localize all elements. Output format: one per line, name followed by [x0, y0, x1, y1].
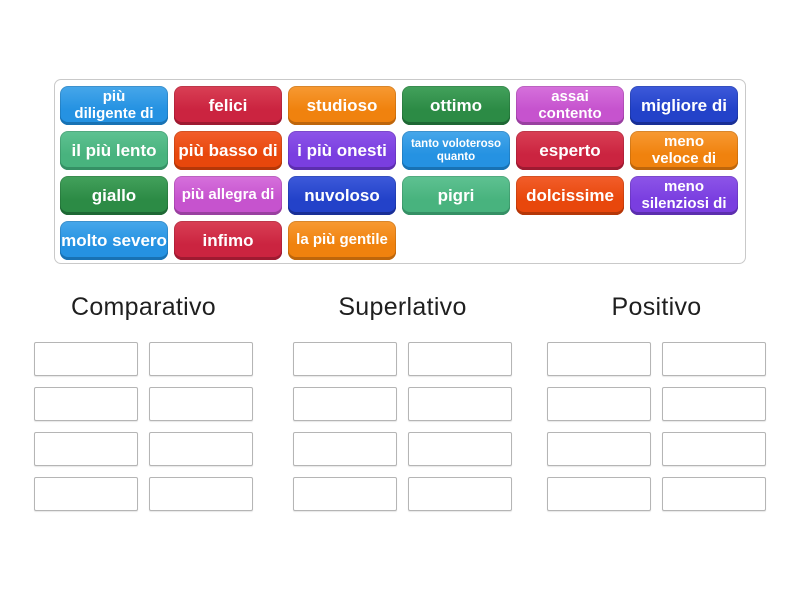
- slot-grid: [293, 342, 512, 511]
- word-bank-row: molto severo infimo la più gentile: [60, 221, 740, 260]
- word-tile[interactable]: i più onesti: [288, 131, 396, 170]
- word-bank-row: più diligente di felici studioso ottimo assa…: [60, 86, 740, 125]
- word-tile[interactable]: meno silenziosi di: [630, 176, 738, 215]
- word-tile[interactable]: felici: [174, 86, 282, 125]
- word-tile[interactable]: più allegra di: [174, 176, 282, 215]
- drop-slot[interactable]: [408, 477, 512, 511]
- word-bank-panel: più diligente di felici studioso ottimo assa…: [54, 79, 746, 264]
- drop-slot[interactable]: [149, 432, 253, 466]
- drop-slot[interactable]: [149, 387, 253, 421]
- drop-slot[interactable]: [408, 342, 512, 376]
- drop-slot[interactable]: [662, 342, 766, 376]
- word-tile[interactable]: molto severo: [60, 221, 168, 260]
- group-title: Superlativo: [338, 293, 467, 321]
- slot-grid: [34, 342, 253, 511]
- word-tile[interactable]: meno veloce di: [630, 131, 738, 170]
- drop-slot[interactable]: [34, 432, 138, 466]
- drop-slot[interactable]: [149, 342, 253, 376]
- drop-slot[interactable]: [34, 477, 138, 511]
- group-superlativo: Superlativo: [293, 292, 512, 511]
- slot-grid: [547, 342, 766, 511]
- group-positivo: Positivo: [547, 292, 766, 511]
- drop-slot[interactable]: [293, 342, 397, 376]
- drop-slot[interactable]: [547, 387, 651, 421]
- word-tile[interactable]: più basso di: [174, 131, 282, 170]
- word-tile[interactable]: infimo: [174, 221, 282, 260]
- drop-slot[interactable]: [293, 387, 397, 421]
- word-tile[interactable]: pigri: [402, 176, 510, 215]
- word-tile[interactable]: ottimo: [402, 86, 510, 125]
- group-title: Comparativo: [70, 293, 217, 321]
- drop-slot[interactable]: [547, 432, 651, 466]
- group-title: Positivo: [611, 293, 702, 321]
- word-tile[interactable]: la più gentile: [288, 221, 396, 260]
- drop-slot[interactable]: [34, 342, 138, 376]
- word-tile[interactable]: dolcissime: [516, 176, 624, 215]
- drop-slot[interactable]: [34, 387, 138, 421]
- drop-slot[interactable]: [293, 477, 397, 511]
- drop-slot[interactable]: [547, 477, 651, 511]
- word-tile[interactable]: più diligente di: [60, 86, 168, 125]
- word-tile[interactable]: esperto: [516, 131, 624, 170]
- word-bank-row: giallo più allegra di nuvoloso pigri dolciss…: [60, 176, 740, 215]
- drop-slot[interactable]: [547, 342, 651, 376]
- word-tile[interactable]: giallo: [60, 176, 168, 215]
- group-comparativo: Comparativo: [34, 292, 253, 511]
- drop-slot[interactable]: [408, 387, 512, 421]
- drop-slot[interactable]: [662, 432, 766, 466]
- drop-slot[interactable]: [408, 432, 512, 466]
- word-bank-row: il più lento più basso di i più onesti tant…: [60, 131, 740, 170]
- word-tile[interactable]: nuvoloso: [288, 176, 396, 215]
- drop-slot[interactable]: [149, 477, 253, 511]
- word-tile[interactable]: il più lento: [60, 131, 168, 170]
- word-tile[interactable]: tanto voloteroso quanto: [402, 131, 510, 170]
- drop-slot[interactable]: [662, 387, 766, 421]
- word-tile[interactable]: assai contento: [516, 86, 624, 125]
- word-tile[interactable]: migliore di: [630, 86, 738, 125]
- drop-slot[interactable]: [662, 477, 766, 511]
- drop-slot[interactable]: [293, 432, 397, 466]
- word-tile[interactable]: studioso: [288, 86, 396, 125]
